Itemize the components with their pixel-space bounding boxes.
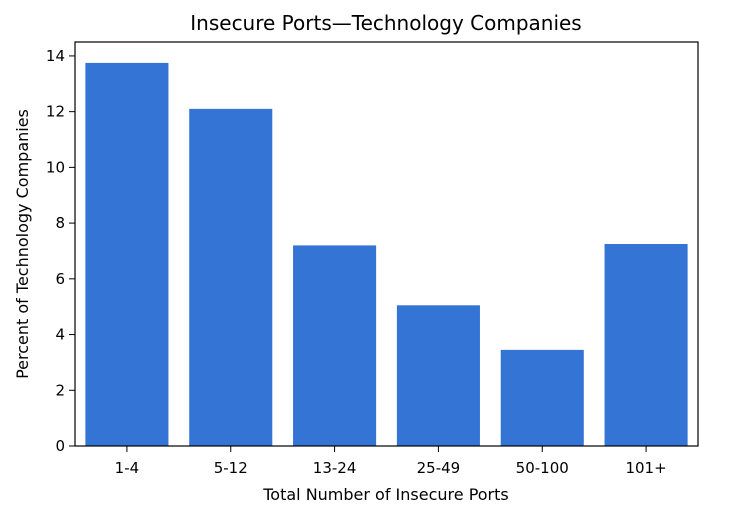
bars-group — [85, 62, 688, 447]
y-axis-ticks: 0 2 4 6 8 10 12 14 — [46, 47, 75, 455]
x-tick-label: 101+ — [625, 459, 666, 477]
bar-5-12 — [189, 108, 273, 447]
y-tick-label: 0 — [55, 437, 65, 455]
chart-title: Insecure Ports—Technology Companies — [190, 11, 581, 35]
y-axis-label: Percent of Technology Companies — [13, 109, 32, 379]
bar-25-49 — [396, 305, 480, 446]
x-axis-label: Total Number of Insecure Ports — [262, 485, 509, 504]
bar-13-24 — [293, 245, 377, 446]
plot-frame — [74, 41, 699, 447]
bar-50-100 — [500, 349, 584, 446]
bar-1-4 — [85, 62, 169, 447]
y-tick-label: 12 — [46, 103, 65, 121]
y-tick-label: 6 — [55, 270, 65, 288]
x-axis-ticks: 1-4 5-12 13-24 25-49 50-100 101+ — [115, 446, 667, 477]
y-tick-label: 10 — [46, 158, 65, 176]
x-tick-label: 25-49 — [417, 459, 461, 477]
y-tick-label: 14 — [46, 47, 65, 65]
x-tick-label: 50-100 — [516, 459, 569, 477]
x-tick-label: 1-4 — [115, 459, 140, 477]
bar-101+ — [604, 244, 688, 446]
x-tick-label: 5-12 — [214, 459, 248, 477]
y-tick-label: 8 — [55, 214, 65, 232]
y-tick-label: 2 — [55, 381, 65, 399]
x-tick-label: 13-24 — [313, 459, 357, 477]
y-tick-label: 4 — [55, 326, 65, 344]
